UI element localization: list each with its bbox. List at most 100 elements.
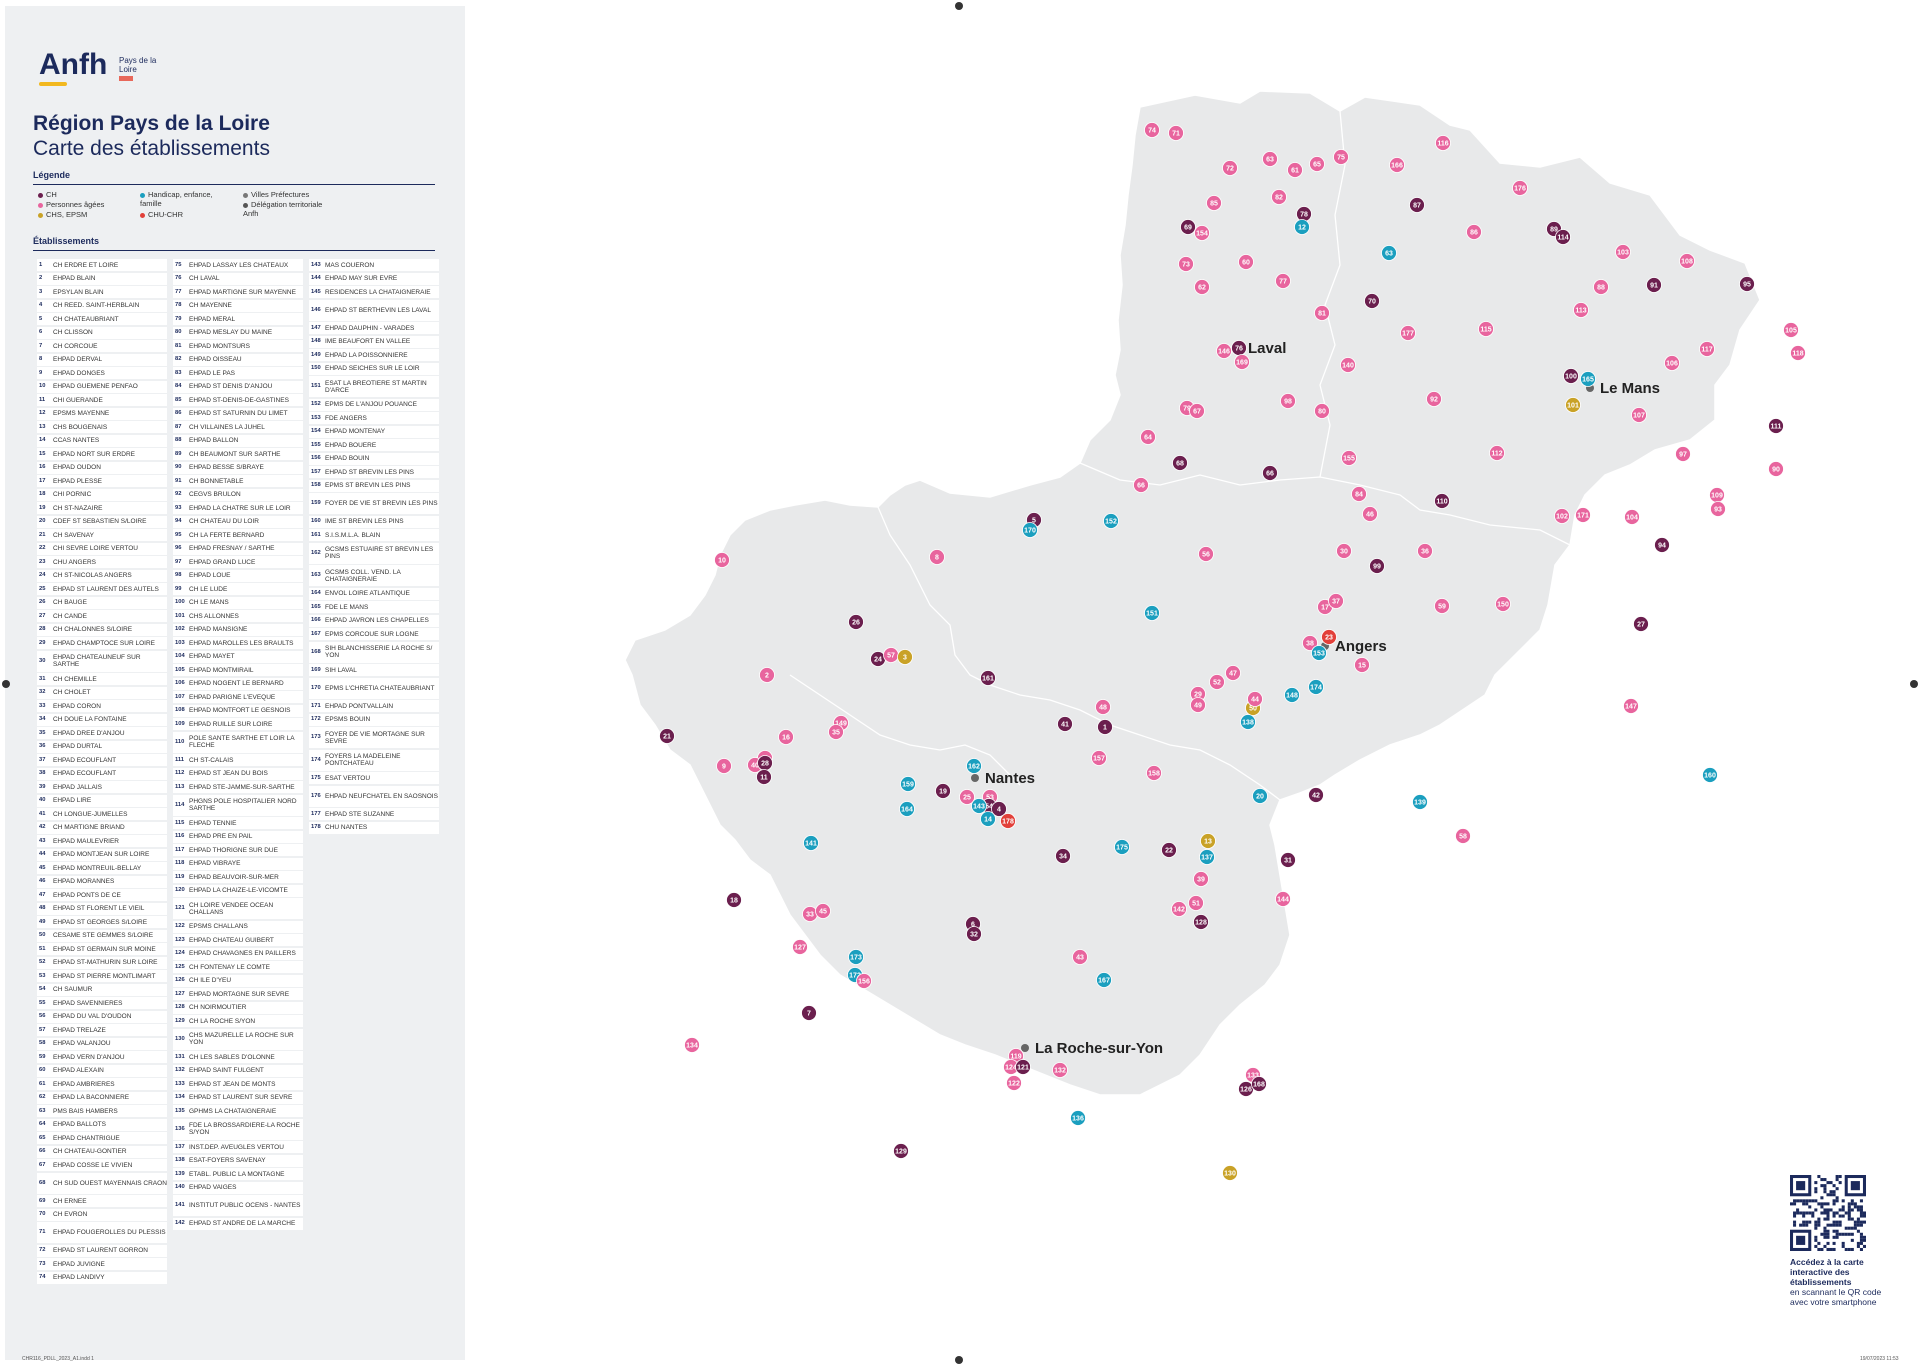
establishment-marker[interactable]: 71 [1168, 125, 1184, 141]
establishment-marker[interactable]: 168 [1251, 1076, 1267, 1092]
establishment-marker[interactable]: 58 [1455, 828, 1471, 844]
establishment-marker[interactable]: 76 [1231, 340, 1247, 356]
establishment-marker[interactable]: 65 [1309, 156, 1325, 172]
establishment-marker[interactable]: 60 [1238, 254, 1254, 270]
establishment-marker[interactable]: 106 [1664, 355, 1680, 371]
establishment-marker[interactable]: 147 [1623, 698, 1639, 714]
establishment-marker[interactable]: 137 [1199, 849, 1215, 865]
establishment-marker[interactable]: 80 [1314, 403, 1330, 419]
establishment-marker[interactable]: 158 [1146, 765, 1162, 781]
establishment-marker[interactable]: 3 [897, 649, 913, 665]
establishment-marker[interactable]: 66 [1262, 465, 1278, 481]
establishment-marker[interactable]: 39 [1193, 871, 1209, 887]
establishment-marker[interactable]: 161 [980, 670, 996, 686]
establishment-marker[interactable]: 87 [1409, 197, 1425, 213]
establishment-marker[interactable]: 173 [848, 949, 864, 965]
establishment-marker[interactable]: 15 [1354, 657, 1370, 673]
establishment-marker[interactable]: 110 [1434, 493, 1450, 509]
establishment-marker[interactable]: 156 [856, 973, 872, 989]
establishment-marker[interactable]: 32 [966, 926, 982, 942]
establishment-marker[interactable]: 20 [1252, 788, 1268, 804]
establishment-marker[interactable]: 4 [991, 801, 1007, 817]
establishment-marker[interactable]: 165 [1580, 371, 1596, 387]
establishment-marker[interactable]: 13 [1200, 833, 1216, 849]
establishment-marker[interactable]: 154 [1194, 225, 1210, 241]
establishment-marker[interactable]: 150 [1495, 596, 1511, 612]
establishment-marker[interactable]: 2 [759, 667, 775, 683]
establishment-marker[interactable]: 148 [1284, 687, 1300, 703]
establishment-marker[interactable]: 108 [1679, 253, 1695, 269]
establishment-marker[interactable]: 99 [1369, 558, 1385, 574]
establishment-marker[interactable]: 43 [1072, 949, 1088, 965]
establishment-marker[interactable]: 136 [1070, 1110, 1086, 1126]
establishment-marker[interactable]: 31 [1280, 852, 1296, 868]
establishment-marker[interactable]: 49 [1190, 697, 1206, 713]
establishment-marker[interactable]: 162 [966, 758, 982, 774]
establishment-marker[interactable]: 45 [815, 903, 831, 919]
establishment-marker[interactable]: 14 [980, 811, 996, 827]
establishment-marker[interactable]: 116 [1435, 135, 1451, 151]
establishment-marker[interactable]: 85 [1206, 195, 1222, 211]
establishment-marker[interactable]: 102 [1554, 508, 1570, 524]
establishment-marker[interactable]: 61 [1287, 162, 1303, 178]
establishment-marker[interactable]: 134 [684, 1037, 700, 1053]
establishment-marker[interactable]: 100 [1563, 368, 1579, 384]
establishment-marker[interactable]: 16 [778, 729, 794, 745]
establishment-marker[interactable]: 176 [1512, 180, 1528, 196]
establishment-marker[interactable]: 64 [1140, 429, 1156, 445]
establishment-marker[interactable]: 164 [899, 801, 915, 817]
establishment-marker[interactable]: 111 [1768, 418, 1784, 434]
qr-code[interactable] [1790, 1175, 1866, 1251]
establishment-marker[interactable]: 41 [1057, 716, 1073, 732]
establishment-marker[interactable]: 141 [803, 835, 819, 851]
establishment-marker[interactable]: 93 [1710, 501, 1726, 517]
establishment-marker[interactable]: 70 [1364, 293, 1380, 309]
establishment-marker[interactable]: 68 [1172, 455, 1188, 471]
establishment-marker[interactable]: 81 [1314, 305, 1330, 321]
establishment-marker[interactable]: 105 [1783, 322, 1799, 338]
establishment-marker[interactable]: 91 [1646, 277, 1662, 293]
establishment-marker[interactable]: 90 [1768, 461, 1784, 477]
establishment-marker[interactable]: 132 [1052, 1062, 1068, 1078]
establishment-marker[interactable]: 107 [1631, 407, 1647, 423]
establishment-marker[interactable]: 33 [802, 906, 818, 922]
establishment-marker[interactable]: 95 [1739, 276, 1755, 292]
establishment-marker[interactable]: 12 [1294, 219, 1310, 235]
establishment-marker[interactable]: 52 [1209, 674, 1225, 690]
establishment-marker[interactable]: 171 [1575, 507, 1591, 523]
establishment-marker[interactable]: 66 [1133, 477, 1149, 493]
establishment-marker[interactable]: 8 [929, 549, 945, 565]
establishment-marker[interactable]: 88 [1593, 279, 1609, 295]
establishment-marker[interactable]: 69 [1180, 219, 1196, 235]
establishment-marker[interactable]: 166 [1389, 157, 1405, 173]
establishment-marker[interactable]: 109 [1709, 487, 1725, 503]
establishment-marker[interactable]: 98 [1280, 393, 1296, 409]
establishment-marker[interactable]: 24 [870, 651, 886, 667]
establishment-marker[interactable]: 82 [1271, 189, 1287, 205]
establishment-marker[interactable]: 1 [1097, 719, 1113, 735]
establishment-marker[interactable]: 159 [900, 776, 916, 792]
establishment-marker[interactable]: 78 [1296, 206, 1312, 222]
establishment-marker[interactable]: 128 [1193, 914, 1209, 930]
establishment-marker[interactable]: 129 [893, 1143, 909, 1159]
establishment-marker[interactable]: 104 [1624, 509, 1640, 525]
establishment-marker[interactable]: 35 [828, 724, 844, 740]
establishment-marker[interactable]: 30 [1336, 543, 1352, 559]
region-map[interactable]: Laval Le Mans Angers Nantes La Roche-sur-Yon… [620, 85, 1850, 1285]
establishment-marker[interactable]: 92 [1426, 391, 1442, 407]
establishment-marker[interactable]: 38 [1302, 635, 1318, 651]
establishment-marker[interactable]: 18 [726, 892, 742, 908]
establishment-marker[interactable]: 77 [1275, 273, 1291, 289]
establishment-marker[interactable]: 72 [1222, 160, 1238, 176]
establishment-marker[interactable]: 34 [1055, 848, 1071, 864]
establishment-marker[interactable]: 23 [1321, 629, 1337, 645]
establishment-marker[interactable]: 103 [1615, 244, 1631, 260]
establishment-marker[interactable]: 112 [1489, 445, 1505, 461]
establishment-marker[interactable]: 37 [1328, 593, 1344, 609]
establishment-marker[interactable]: 51 [1188, 895, 1204, 911]
establishment-marker[interactable]: 75 [1333, 149, 1349, 165]
establishment-marker[interactable]: 140 [1340, 357, 1356, 373]
establishment-marker[interactable]: 74 [1144, 122, 1160, 138]
establishment-marker[interactable]: 157 [1091, 750, 1107, 766]
establishment-marker[interactable]: 144 [1275, 891, 1291, 907]
